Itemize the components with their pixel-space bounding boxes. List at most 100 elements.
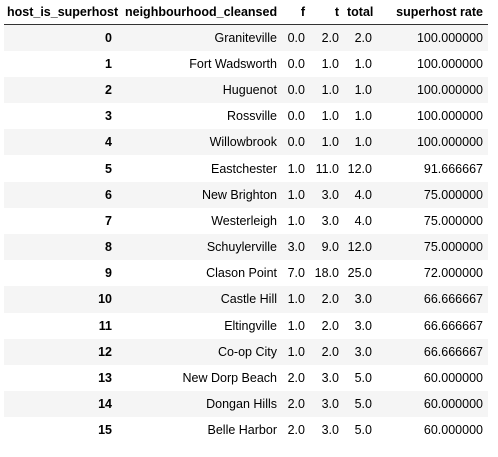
cell-f: 2.0 — [287, 371, 305, 386]
cell-f: 1.0 — [287, 213, 305, 228]
header-row: host_is_superhost neighbourhood_cleansed… — [4, 0, 488, 25]
row-index: 5 — [105, 161, 112, 176]
cell-superhost-rate: 66.666667 — [423, 344, 483, 359]
column-header-neighbourhood: neighbourhood_cleansed — [122, 0, 282, 25]
cell-f: 7.0 — [287, 266, 305, 281]
cell-superhost-rate: 75.000000 — [423, 187, 483, 202]
row-index: 4 — [105, 135, 112, 150]
cell-superhost-rate: 60.000000 — [423, 397, 483, 412]
cell-f: 1.0 — [287, 344, 305, 359]
cell-superhost-rate: 66.666667 — [423, 292, 483, 307]
cell-t: 2.0 — [321, 318, 339, 333]
cell-total: 3.0 — [354, 318, 372, 333]
cell-f: 2.0 — [287, 423, 305, 438]
cell-neighbourhood: Willowbrook — [209, 135, 277, 150]
cell-total: 4.0 — [354, 213, 372, 228]
cell-t: 3.0 — [321, 423, 339, 438]
row-index: 3 — [105, 109, 112, 124]
table-row: 13 New Dorp Beach 2.0 3.0 5.0 60.000000 — [4, 364, 488, 392]
cell-neighbourhood: Huguenot — [222, 82, 277, 97]
column-header-total: total — [344, 0, 377, 25]
row-index: 8 — [105, 240, 112, 255]
cell-total: 5.0 — [354, 423, 372, 438]
cell-neighbourhood: Fort Wadsworth — [189, 56, 277, 71]
cell-superhost-rate: 100.000000 — [416, 82, 483, 97]
cell-t: 1.0 — [321, 135, 339, 150]
cell-superhost-rate: 100.000000 — [416, 135, 483, 150]
cell-t: 3.0 — [321, 187, 339, 202]
cell-superhost-rate: 66.666667 — [423, 318, 483, 333]
table-row: 2 Huguenot 0.0 1.0 1.0 100.000000 — [4, 76, 488, 104]
cell-f: 1.0 — [287, 187, 305, 202]
row-index: 13 — [98, 371, 112, 386]
table-row: 4 Willowbrook 0.0 1.0 1.0 100.000000 — [4, 129, 488, 156]
cell-superhost-rate: 100.000000 — [416, 56, 483, 71]
column-header-f: f — [282, 0, 310, 25]
table-header: host_is_superhost neighbourhood_cleansed… — [4, 0, 488, 25]
row-index: 11 — [98, 318, 112, 333]
cell-superhost-rate: 75.000000 — [423, 213, 483, 228]
cell-neighbourhood: Eastchester — [210, 161, 277, 176]
table-row: 6 New Brighton 1.0 3.0 4.0 75.000000 — [4, 181, 488, 208]
cell-total: 5.0 — [354, 397, 372, 412]
cell-total: 25.0 — [347, 266, 372, 281]
cell-superhost-rate: 100.000000 — [416, 30, 483, 45]
cell-f: 0.0 — [287, 109, 305, 124]
table-row: 11 Eltingville 1.0 2.0 3.0 66.666667 — [4, 312, 488, 339]
cell-neighbourhood: Clason Point — [206, 266, 277, 281]
cell-total: 3.0 — [354, 292, 372, 307]
cell-superhost-rate: 91.666667 — [423, 161, 483, 176]
cell-t: 18.0 — [314, 266, 339, 281]
cell-superhost-rate: 60.000000 — [423, 423, 483, 438]
row-index: 0 — [105, 30, 112, 45]
cell-t: 1.0 — [321, 56, 339, 71]
cell-total: 1.0 — [354, 82, 372, 97]
cell-t: 2.0 — [321, 344, 339, 359]
cell-neighbourhood: Belle Harbor — [207, 423, 277, 438]
column-header-superhost-rate: superhost rate — [377, 0, 488, 25]
cell-total: 1.0 — [354, 135, 372, 150]
cell-neighbourhood: New Brighton — [201, 187, 277, 202]
cell-f: 1.0 — [287, 292, 305, 307]
cell-t: 11.0 — [315, 161, 339, 176]
cell-neighbourhood: Eltingville — [224, 318, 277, 333]
cell-t: 1.0 — [321, 82, 339, 97]
cell-t: 2.0 — [321, 292, 339, 307]
row-index: 9 — [105, 266, 112, 281]
cell-superhost-rate: 75.000000 — [423, 240, 483, 255]
cell-superhost-rate: 72.000000 — [423, 266, 483, 281]
cell-superhost-rate: 60.000000 — [423, 371, 483, 386]
cell-total: 12.0 — [347, 161, 372, 176]
column-header-host-is-superhost: host_is_superhost — [4, 0, 122, 25]
cell-f: 0.0 — [287, 82, 305, 97]
table-row: 9 Clason Point 7.0 18.0 25.0 72.000000 — [4, 260, 488, 287]
cell-neighbourhood: Dongan Hills — [206, 397, 277, 412]
cell-f: 0.0 — [287, 56, 305, 71]
cell-f: 0.0 — [287, 135, 305, 150]
cell-total: 3.0 — [354, 344, 372, 359]
table-row: 10 Castle Hill 1.0 2.0 3.0 66.666667 — [4, 286, 488, 313]
cell-neighbourhood: Castle Hill — [220, 292, 277, 307]
row-index: 15 — [98, 423, 112, 438]
table-row: 12 Co-op City 1.0 2.0 3.0 66.666667 — [4, 338, 488, 365]
row-index: 7 — [105, 213, 112, 228]
table-row: 1 Fort Wadsworth 0.0 1.0 1.0 100.000000 — [4, 50, 488, 77]
cell-t: 2.0 — [321, 30, 339, 45]
row-index: 6 — [105, 187, 112, 202]
cell-f: 1.0 — [287, 318, 305, 333]
table-row: 5 Eastchester 1.0 11.0 12.0 91.666667 — [4, 155, 488, 182]
cell-total: 12.0 — [347, 240, 372, 255]
cell-neighbourhood: New Dorp Beach — [182, 371, 278, 386]
cell-f: 1.0 — [287, 161, 305, 176]
row-index: 2 — [105, 82, 112, 97]
cell-neighbourhood: Westerleigh — [211, 213, 277, 228]
table-row: 15 Belle Harbor 2.0 3.0 5.0 60.000000 — [4, 417, 488, 444]
cell-total: 5.0 — [354, 371, 372, 386]
table-row: 7 Westerleigh 1.0 3.0 4.0 75.000000 — [4, 207, 488, 234]
table-row: 0 Graniteville 0.0 2.0 2.0 100.000000 — [4, 24, 488, 51]
cell-total: 1.0 — [354, 109, 372, 124]
cell-total: 4.0 — [354, 187, 372, 202]
row-index: 12 — [98, 344, 112, 359]
cell-neighbourhood: Co-op City — [217, 344, 277, 359]
